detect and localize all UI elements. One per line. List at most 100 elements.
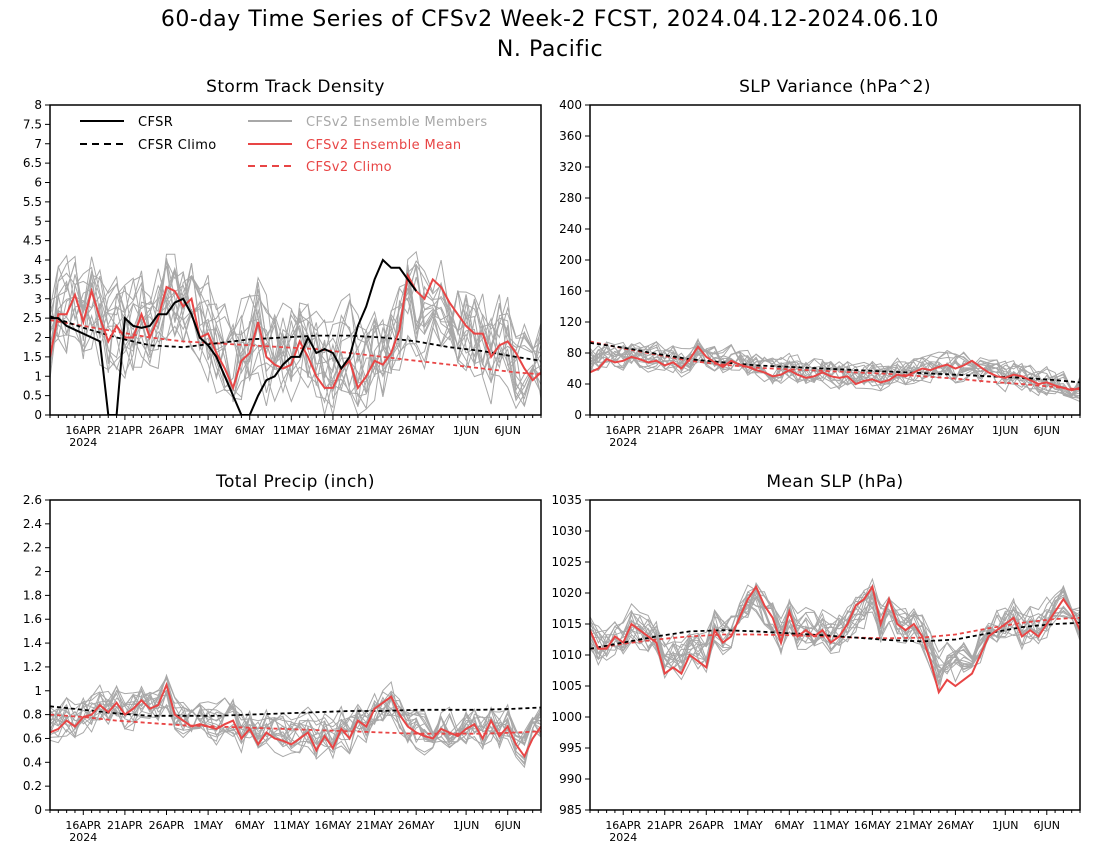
ensemble-member-line [50, 253, 541, 404]
ensemble-member-line [590, 339, 1080, 399]
legend-label-cfsv2-ensemble-members: CFSv2 Ensemble Members [306, 115, 488, 130]
x-tick-label: 21APR [647, 424, 683, 437]
y-tick-label: 360 [559, 129, 582, 143]
y-tick-label: 2 [34, 565, 42, 579]
slp-variance-hpa-2-panel: SLP Variance (hPa^2) 0 40 80 120 160 200 240 280… [559, 77, 1081, 449]
mean-slp-hpa-panel: Mean SLP (hPa) 985 990 995 1000 1005 1010 1015 1… [551, 472, 1081, 844]
x-tick-label: 26APR [688, 819, 724, 832]
x-tick-label: 1JUN [992, 819, 1019, 832]
series-cfsr-line [50, 258, 418, 415]
x-tick-label: 1JUN [453, 819, 480, 832]
x-tick-label: 26APR [149, 424, 185, 437]
storm-track-density-panel: Storm Track Density 0 0.5 1 1.5 2 2.5 3 3.5 4 4.5 5… [23, 77, 542, 449]
y-tick-label: 1020 [551, 586, 582, 600]
x-tick-label: 6MAY [235, 424, 265, 437]
y-tick-label: 240 [559, 222, 582, 236]
legend: CFSR CFSR Climo CFSv2 Ensemble Members CFSv… [80, 115, 488, 175]
y-tick-label: 1035 [551, 493, 582, 507]
x-tick-label: 21MAY [895, 819, 932, 832]
ensemble-member-line [50, 267, 541, 408]
y-tick-label: 320 [559, 160, 582, 174]
x-year-label: 2024 [69, 436, 97, 449]
panels-group: Storm Track Density 0 0.5 1 1.5 2 2.5 3 3.5 4 4.5 5… [23, 77, 1081, 844]
ensemble-member-line [50, 692, 541, 745]
total-precip-inch-frame [49, 499, 542, 811]
y-tick-label: 7 [34, 137, 42, 151]
ensemble-member-line [50, 266, 541, 407]
storm-track-density-frame [49, 104, 542, 416]
y-tick-label: 1 [34, 369, 42, 383]
x-tick-label: 21MAY [895, 424, 932, 437]
ensemble-members [590, 337, 1080, 402]
legend-label-cfsv2-ensemble-mean: CFSv2 Ensemble Mean [306, 138, 462, 153]
x-tick-label: 6JUN [1034, 424, 1061, 437]
y-tick-label: 0.8 [23, 708, 42, 722]
x-tick-label: 26MAY [937, 424, 974, 437]
mean-slp-hpa-frame [589, 499, 1081, 811]
legend-label-cfsr: CFSR [138, 115, 173, 130]
y-tick-label: 0.2 [23, 779, 42, 793]
y-tick-label: 1015 [551, 617, 582, 631]
ensemble-member-line [50, 685, 541, 747]
x-tick-label: 16MAY [315, 424, 352, 437]
total-precip-inch-plot-area [50, 673, 541, 769]
x-tick-label: 21APR [107, 819, 143, 832]
x-tick-label: 1MAY [733, 819, 763, 832]
legend-label-cfsr-climo: CFSR Climo [138, 138, 217, 153]
x-tick-label: 11MAY [812, 424, 849, 437]
y-tick-label: 5.5 [23, 195, 42, 209]
x-tick-label: 11MAY [273, 424, 310, 437]
series-cfsv2-ensemble-mean-line [590, 345, 1080, 392]
slp-variance-hpa-2-title: SLP Variance (hPa^2) [739, 77, 931, 97]
x-tick-label: 1MAY [193, 424, 223, 437]
ensemble-member-line [50, 255, 541, 399]
figure-title: 60-day Time Series of CFSv2 Week-2 FCST,… [161, 7, 939, 32]
ensemble-member-line [590, 582, 1080, 673]
y-tick-label: 4 [34, 253, 42, 267]
total-precip-inch-panel: Total Precip (inch) 0 0.2 0.4 0.6 0.8 1 1.2 1.4 1… [23, 472, 542, 844]
y-tick-label: 4.5 [23, 234, 42, 248]
x-tick-label: 21APR [647, 819, 683, 832]
x-tick-label: 26MAY [398, 819, 435, 832]
x-tick-label: 1MAY [733, 424, 763, 437]
series-cfsv2-ensemble-mean-line [590, 584, 1080, 695]
y-tick-label: 200 [559, 253, 582, 267]
x-tick-label: 1JUN [453, 424, 480, 437]
ensemble-member-line [50, 263, 541, 405]
legend-label-cfsv2-climo: CFSv2 Climo [306, 160, 392, 175]
y-tick-label: 1 [34, 684, 42, 698]
y-tick-label: 1000 [551, 710, 582, 724]
x-tick-label: 6MAY [774, 819, 804, 832]
y-tick-label: 2.4 [23, 517, 42, 531]
x-tick-label: 11MAY [273, 819, 310, 832]
y-tick-label: 1010 [551, 648, 582, 662]
y-tick-label: 80 [567, 346, 582, 360]
series-cfsv2-climo-line [590, 340, 1080, 391]
x-tick-label: 11MAY [812, 819, 849, 832]
x-tick-label: 26MAY [937, 819, 974, 832]
ensemble-member-line [50, 684, 541, 750]
y-tick-label: 1025 [551, 555, 582, 569]
figure-subtitle: N. Pacific [497, 37, 603, 62]
x-tick-label: 26APR [688, 424, 724, 437]
x-tick-label: 21MAY [356, 819, 393, 832]
y-tick-label: 2 [34, 331, 42, 345]
y-tick-label: 0.6 [23, 731, 42, 745]
ensemble-member-line [590, 596, 1080, 670]
series-cfsv2-climo-line [50, 713, 541, 735]
y-tick-label: 120 [559, 315, 582, 329]
series-cfsv2-ensemble-mean-line [50, 681, 541, 759]
x-tick-label: 16APR [605, 424, 641, 437]
x-tick-label: 26MAY [398, 424, 435, 437]
mean-slp-hpa-plot-area [590, 577, 1080, 695]
y-tick-label: 0.5 [23, 389, 42, 403]
ensemble-member-line [590, 342, 1080, 398]
y-tick-label: 8 [34, 98, 42, 112]
series-cfsr-climo-line [50, 705, 541, 717]
y-tick-label: 2.5 [23, 311, 42, 325]
y-tick-label: 1030 [551, 524, 582, 538]
total-precip-inch-title: Total Precip (inch) [215, 472, 375, 492]
y-tick-label: 985 [559, 803, 582, 817]
x-tick-label: 1MAY [193, 819, 223, 832]
x-tick-label: 6JUN [1034, 819, 1061, 832]
